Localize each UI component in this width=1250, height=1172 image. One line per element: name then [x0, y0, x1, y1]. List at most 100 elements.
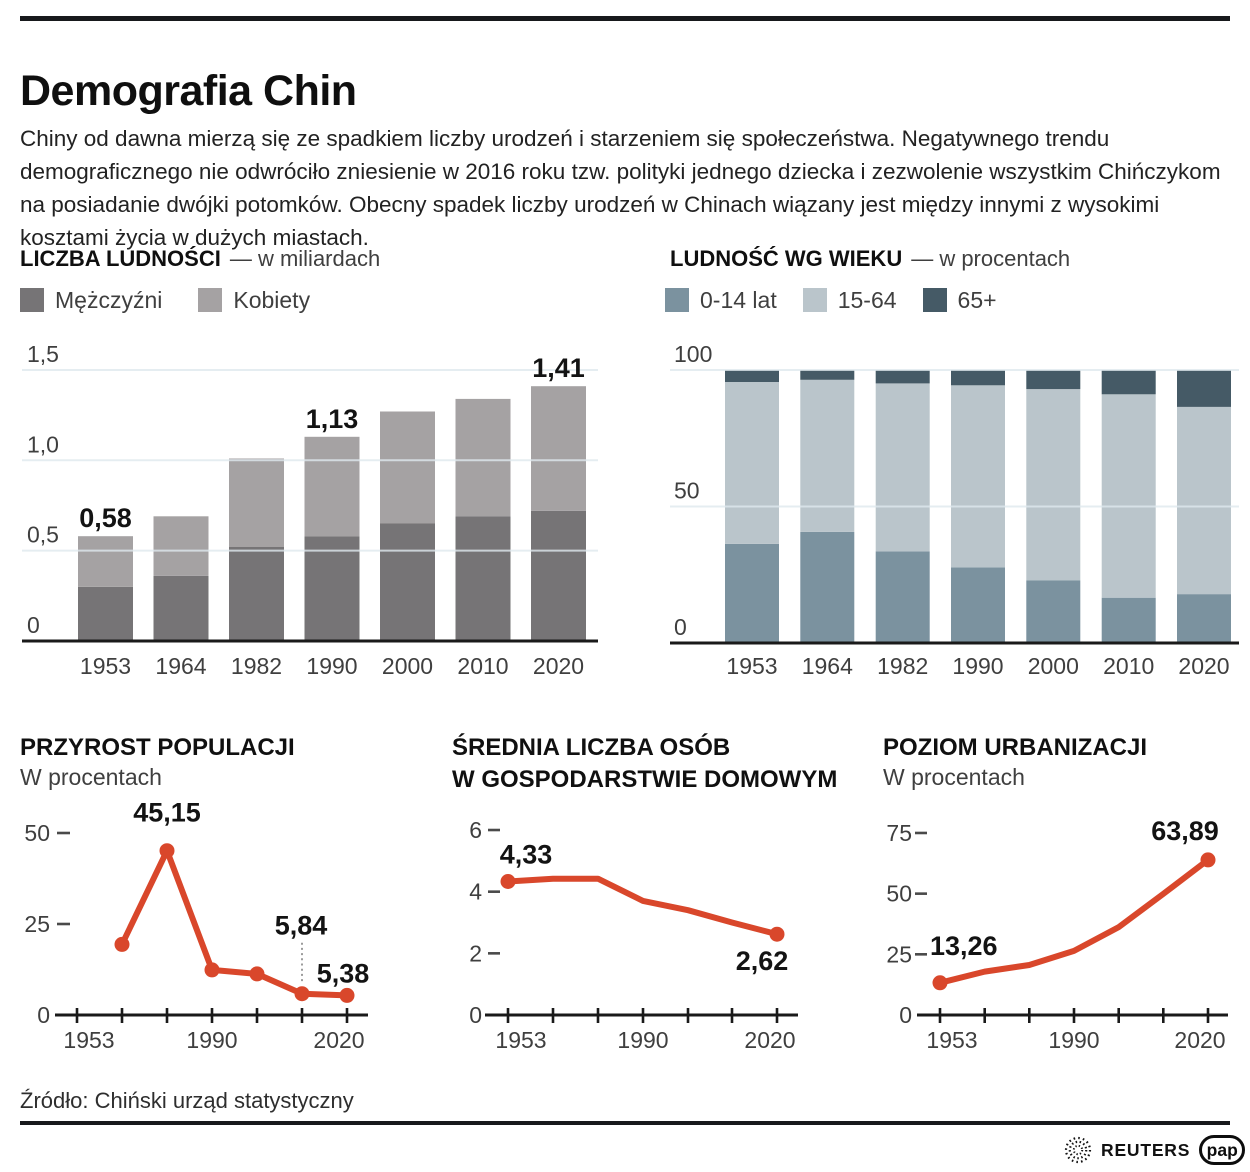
age-65-swatch-icon	[922, 288, 947, 312]
bar-segment	[380, 523, 435, 641]
top-rule	[20, 16, 1230, 21]
x-tick-label: 1990	[617, 1027, 668, 1053]
bar-segment	[875, 370, 930, 384]
data-point	[204, 962, 220, 978]
x-tick-label: 1953	[926, 1027, 977, 1053]
data-point	[294, 986, 310, 1002]
household-title-line1: ŚREDNIA LICZBA OSÓB	[452, 734, 731, 761]
y-tick-label: 50	[886, 881, 912, 907]
y-tick-label: 6	[469, 817, 482, 843]
population-by-age-svg: 1953 1964 1982 1990 2000 2010 2020 0 50 100	[670, 341, 1239, 679]
x-tick-label: 1964	[802, 653, 853, 679]
x-tick-label: 1953	[726, 653, 777, 679]
data-point	[932, 975, 948, 991]
bar-segment	[725, 382, 779, 544]
point-value-label: 63,89	[1151, 816, 1219, 846]
data-point	[339, 987, 355, 1003]
x-tick-label: 1990	[306, 653, 357, 679]
bar-value-label: 0,58	[79, 503, 132, 533]
bottom-rule	[20, 1121, 1230, 1125]
x-tick-label: 2010	[1103, 653, 1154, 679]
x-tick-label: 1990	[1048, 1027, 1099, 1053]
x-tick-label: 2020	[1174, 1027, 1225, 1053]
population-growth-svg: 0 25 50 1953 1990 2020 45,15 5,84 5,38	[24, 798, 370, 1053]
bar-segment	[1101, 597, 1156, 643]
bar-segment	[1101, 370, 1156, 395]
source-note: Źródło: Chiński urząd statystyczny	[20, 1088, 354, 1113]
x-tick-label: 1982	[877, 653, 928, 679]
bar-segment	[153, 575, 209, 641]
x-tick-label: 1953	[63, 1027, 114, 1053]
data-point	[114, 936, 130, 952]
population-total-svg: 1953 1964 1982 1990 2000 2010 2020 0 0,5 1,0 1,5 0,…	[22, 341, 598, 679]
reuters-logo-icon	[1064, 1136, 1092, 1164]
bar-segment	[531, 386, 586, 511]
x-tick-label: 1964	[155, 653, 206, 679]
household-chart-title: ŚREDNIA LICZBA OSÓB W GOSPODARSTWIE DOMO…	[452, 732, 837, 796]
section-header-population: LICZBA LUDNOŚCI — w miliardach	[20, 246, 380, 272]
bar-segment	[875, 551, 930, 643]
y-tick-label: 0	[37, 1002, 50, 1028]
bar-segment	[875, 383, 930, 552]
bar-segment	[78, 586, 133, 641]
x-tick-label: 1953	[80, 653, 131, 679]
population-total-chart: 1953 1964 1982 1990 2000 2010 2020 0 0,5 1,0 1,5 0,…	[0, 338, 625, 707]
bar-segment	[800, 379, 855, 532]
data-point	[159, 843, 175, 859]
bar-segment	[1026, 580, 1081, 643]
y-tick-label: 50	[24, 820, 50, 846]
data-point	[769, 926, 785, 942]
x-tick-label: 2010	[457, 653, 508, 679]
page-title: Demografia Chin	[20, 66, 357, 115]
legend-label: 65+	[957, 286, 997, 313]
urbanization-level-chart: 0 25 50 75 1953 1990 2020 13,26 63,89	[840, 798, 1250, 1075]
legend-item-age-65: 65+	[922, 286, 997, 314]
y-tick-label: 25	[886, 941, 912, 967]
y-tick-label: 0	[899, 1002, 912, 1028]
section-subtitle: — w miliardach	[229, 246, 381, 271]
legend-item-age-15-64: 15-64	[802, 287, 897, 314]
trend-line	[119, 847, 350, 999]
bar-segment	[951, 567, 1005, 643]
point-value-label: 5,38	[317, 958, 370, 988]
x-tick-label: 1982	[231, 653, 282, 679]
section-header-age: LUDNOŚĆ WG WIEKU — w procentach	[670, 246, 1070, 272]
section-title: LICZBA LUDNOŚCI	[20, 246, 221, 271]
x-tick-label: 1990	[952, 653, 1003, 679]
y-tick-label: 0	[469, 1002, 482, 1028]
household-title-line2: W GOSPODARSTWIE DOMOWYM	[452, 766, 838, 793]
bar-segment	[531, 510, 586, 641]
bar-segment	[1177, 406, 1231, 595]
bar-segment	[455, 398, 511, 517]
bar-segment	[725, 543, 779, 643]
bar-segment	[153, 516, 209, 576]
bar-segment	[304, 536, 360, 641]
y-tick-label: 1,0	[27, 431, 59, 457]
women-swatch-icon	[198, 288, 223, 312]
data-point	[1200, 852, 1216, 868]
intro-paragraph: Chiny od dawna mierzą się ze spadkiem li…	[20, 125, 1221, 250]
point-value-label: 13,26	[930, 931, 998, 961]
reuters-wordmark: REUTERS	[1101, 1139, 1191, 1160]
population-by-age-chart: 1953 1964 1982 1990 2000 2010 2020 0 50 100	[625, 338, 1250, 707]
y-tick-label: 75	[886, 820, 912, 846]
bar-segment	[229, 547, 284, 641]
data-point	[500, 874, 516, 889]
data-point	[249, 966, 265, 982]
section-title: LUDNOŚĆ WG WIEKU	[670, 246, 903, 271]
y-tick-label: 100	[674, 341, 712, 367]
bar-segment	[1026, 370, 1081, 390]
bar-segment	[1101, 394, 1156, 598]
legend-label: Mężczyźni	[55, 286, 163, 313]
bar-segment	[1177, 594, 1231, 643]
agency-credits: REUTERS pap	[1064, 1135, 1246, 1165]
men-swatch-icon	[20, 288, 44, 312]
y-tick-label: 1,5	[27, 341, 59, 367]
y-tick-label: 0	[27, 612, 40, 638]
y-tick-label: 25	[24, 911, 50, 937]
urbanization-chart-subtitle: W procentach	[883, 764, 1025, 790]
x-tick-label: 1953	[495, 1027, 546, 1053]
legend-item-women: Kobiety	[198, 287, 310, 314]
bar-segment	[229, 458, 284, 547]
